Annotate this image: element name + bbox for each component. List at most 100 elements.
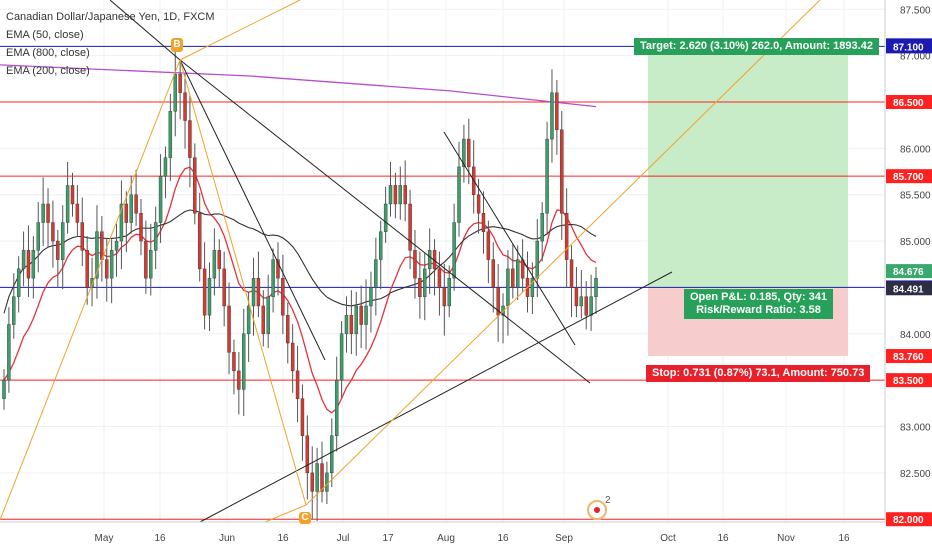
trendline-orange: [0, 59, 181, 521]
price-label: 82.000: [893, 515, 924, 526]
price-label: 84.676: [893, 267, 924, 278]
candle-down: [349, 315, 354, 334]
candle-up: [545, 138, 549, 214]
candle-up: [168, 111, 173, 158]
y-tick-label: 86.000: [900, 144, 931, 155]
candle-up: [163, 157, 168, 177]
candle-down: [286, 315, 290, 344]
target-zone: [648, 45, 848, 289]
candle-up: [114, 240, 119, 251]
y-tick-label: 87.500: [900, 5, 931, 16]
price-label-box: [886, 373, 932, 388]
candle-up: [452, 222, 456, 279]
candle-up: [550, 92, 554, 140]
x-tick-label: 16: [497, 533, 509, 544]
target-box[interactable]: Target: 2.620 (3.10%) 262.0, Amount: 189…: [634, 38, 879, 55]
candle-up: [266, 296, 270, 334]
candle-up: [271, 259, 275, 297]
candle-up: [65, 185, 70, 223]
candle-down: [437, 268, 442, 288]
candle-up: [315, 463, 319, 492]
candle-up: [325, 472, 329, 492]
candle-up: [447, 277, 451, 307]
candle-down: [178, 73, 182, 93]
candle-down: [124, 203, 129, 223]
x-tick-label: Jul: [337, 533, 350, 544]
candle-down: [574, 287, 579, 307]
price-label: 84.491: [893, 284, 924, 295]
candle-down: [418, 277, 422, 297]
trendlines: [0, 0, 821, 523]
candle-down: [202, 268, 207, 316]
candle-up: [60, 222, 65, 260]
x-tick-label: Oct: [660, 533, 676, 544]
candle-up: [457, 166, 461, 223]
candle-down: [134, 194, 138, 214]
legend: Canadian Dollar/Japanese Yen, 1D, FXCM E…: [6, 8, 215, 80]
price-label-box: [886, 39, 932, 54]
candle-up: [462, 138, 466, 168]
candle-down: [70, 185, 75, 205]
candle-up: [207, 277, 212, 316]
events-icon[interactable]: [587, 500, 607, 520]
candle-up: [129, 194, 133, 223]
y-tick-label: 85.000: [900, 237, 931, 248]
candle-down: [408, 203, 412, 251]
candle-down: [511, 268, 515, 288]
candle-down: [56, 240, 60, 260]
marker-c[interactable]: C: [299, 512, 311, 524]
x-tick-label: 16: [154, 533, 166, 544]
candle-up: [2, 379, 6, 399]
candle-down: [261, 305, 266, 334]
candle-down: [555, 92, 559, 131]
candle-down: [188, 120, 192, 158]
y-tick-label: 85.500: [900, 191, 931, 202]
candle-up: [364, 305, 368, 325]
y-tick-label: 87.000: [900, 52, 931, 63]
candle-up: [251, 277, 256, 307]
candle-down: [105, 259, 109, 279]
candle-up: [95, 231, 99, 279]
candle-down: [584, 296, 588, 316]
price-label: 83.760: [893, 352, 924, 363]
candle-down: [85, 250, 89, 288]
candle-down: [193, 157, 197, 214]
trendline-black: [109, 0, 181, 61]
candle-up: [246, 305, 251, 334]
y-tick-label: 82.500: [900, 469, 931, 480]
marker-b[interactable]: B: [171, 38, 183, 52]
candle-down: [403, 185, 407, 205]
candle-down: [227, 305, 231, 353]
x-tick-label: 16: [717, 533, 729, 544]
pnl-box[interactable]: Open P&L: 0.185, Qty: 341 Risk/Reward Ra…: [684, 289, 833, 319]
candle-down: [476, 194, 481, 214]
candle-down: [413, 250, 417, 279]
horizontal-levels: [0, 45, 885, 520]
candle-down: [217, 250, 221, 270]
legend-ema800: EMA (800, close): [6, 47, 90, 59]
candle-up: [7, 324, 11, 381]
trendline-orange: [264, 504, 307, 523]
candle-up: [16, 268, 21, 297]
candle-up: [334, 379, 339, 436]
candle-down: [467, 138, 471, 168]
price-label: 83.500: [893, 376, 924, 387]
candle-up: [109, 250, 114, 279]
trendline-orange: [179, 59, 307, 506]
candle-up: [41, 203, 45, 223]
candle-down: [295, 370, 300, 399]
price-label: 85.700: [893, 172, 924, 183]
y-tick-label: 84.000: [900, 330, 931, 341]
candle-down: [256, 277, 261, 307]
candle-down: [442, 287, 447, 307]
candle-down: [197, 213, 202, 270]
x-tick-label: 17: [382, 533, 394, 544]
candle-down: [491, 259, 495, 288]
stop-box[interactable]: Stop: 0.731 (0.87%) 73.1, Amount: 750.73: [646, 365, 871, 382]
candle-down: [26, 250, 31, 279]
candle-up: [173, 73, 177, 112]
price-label-box: [886, 264, 932, 279]
trendline-orange: [179, 0, 301, 61]
